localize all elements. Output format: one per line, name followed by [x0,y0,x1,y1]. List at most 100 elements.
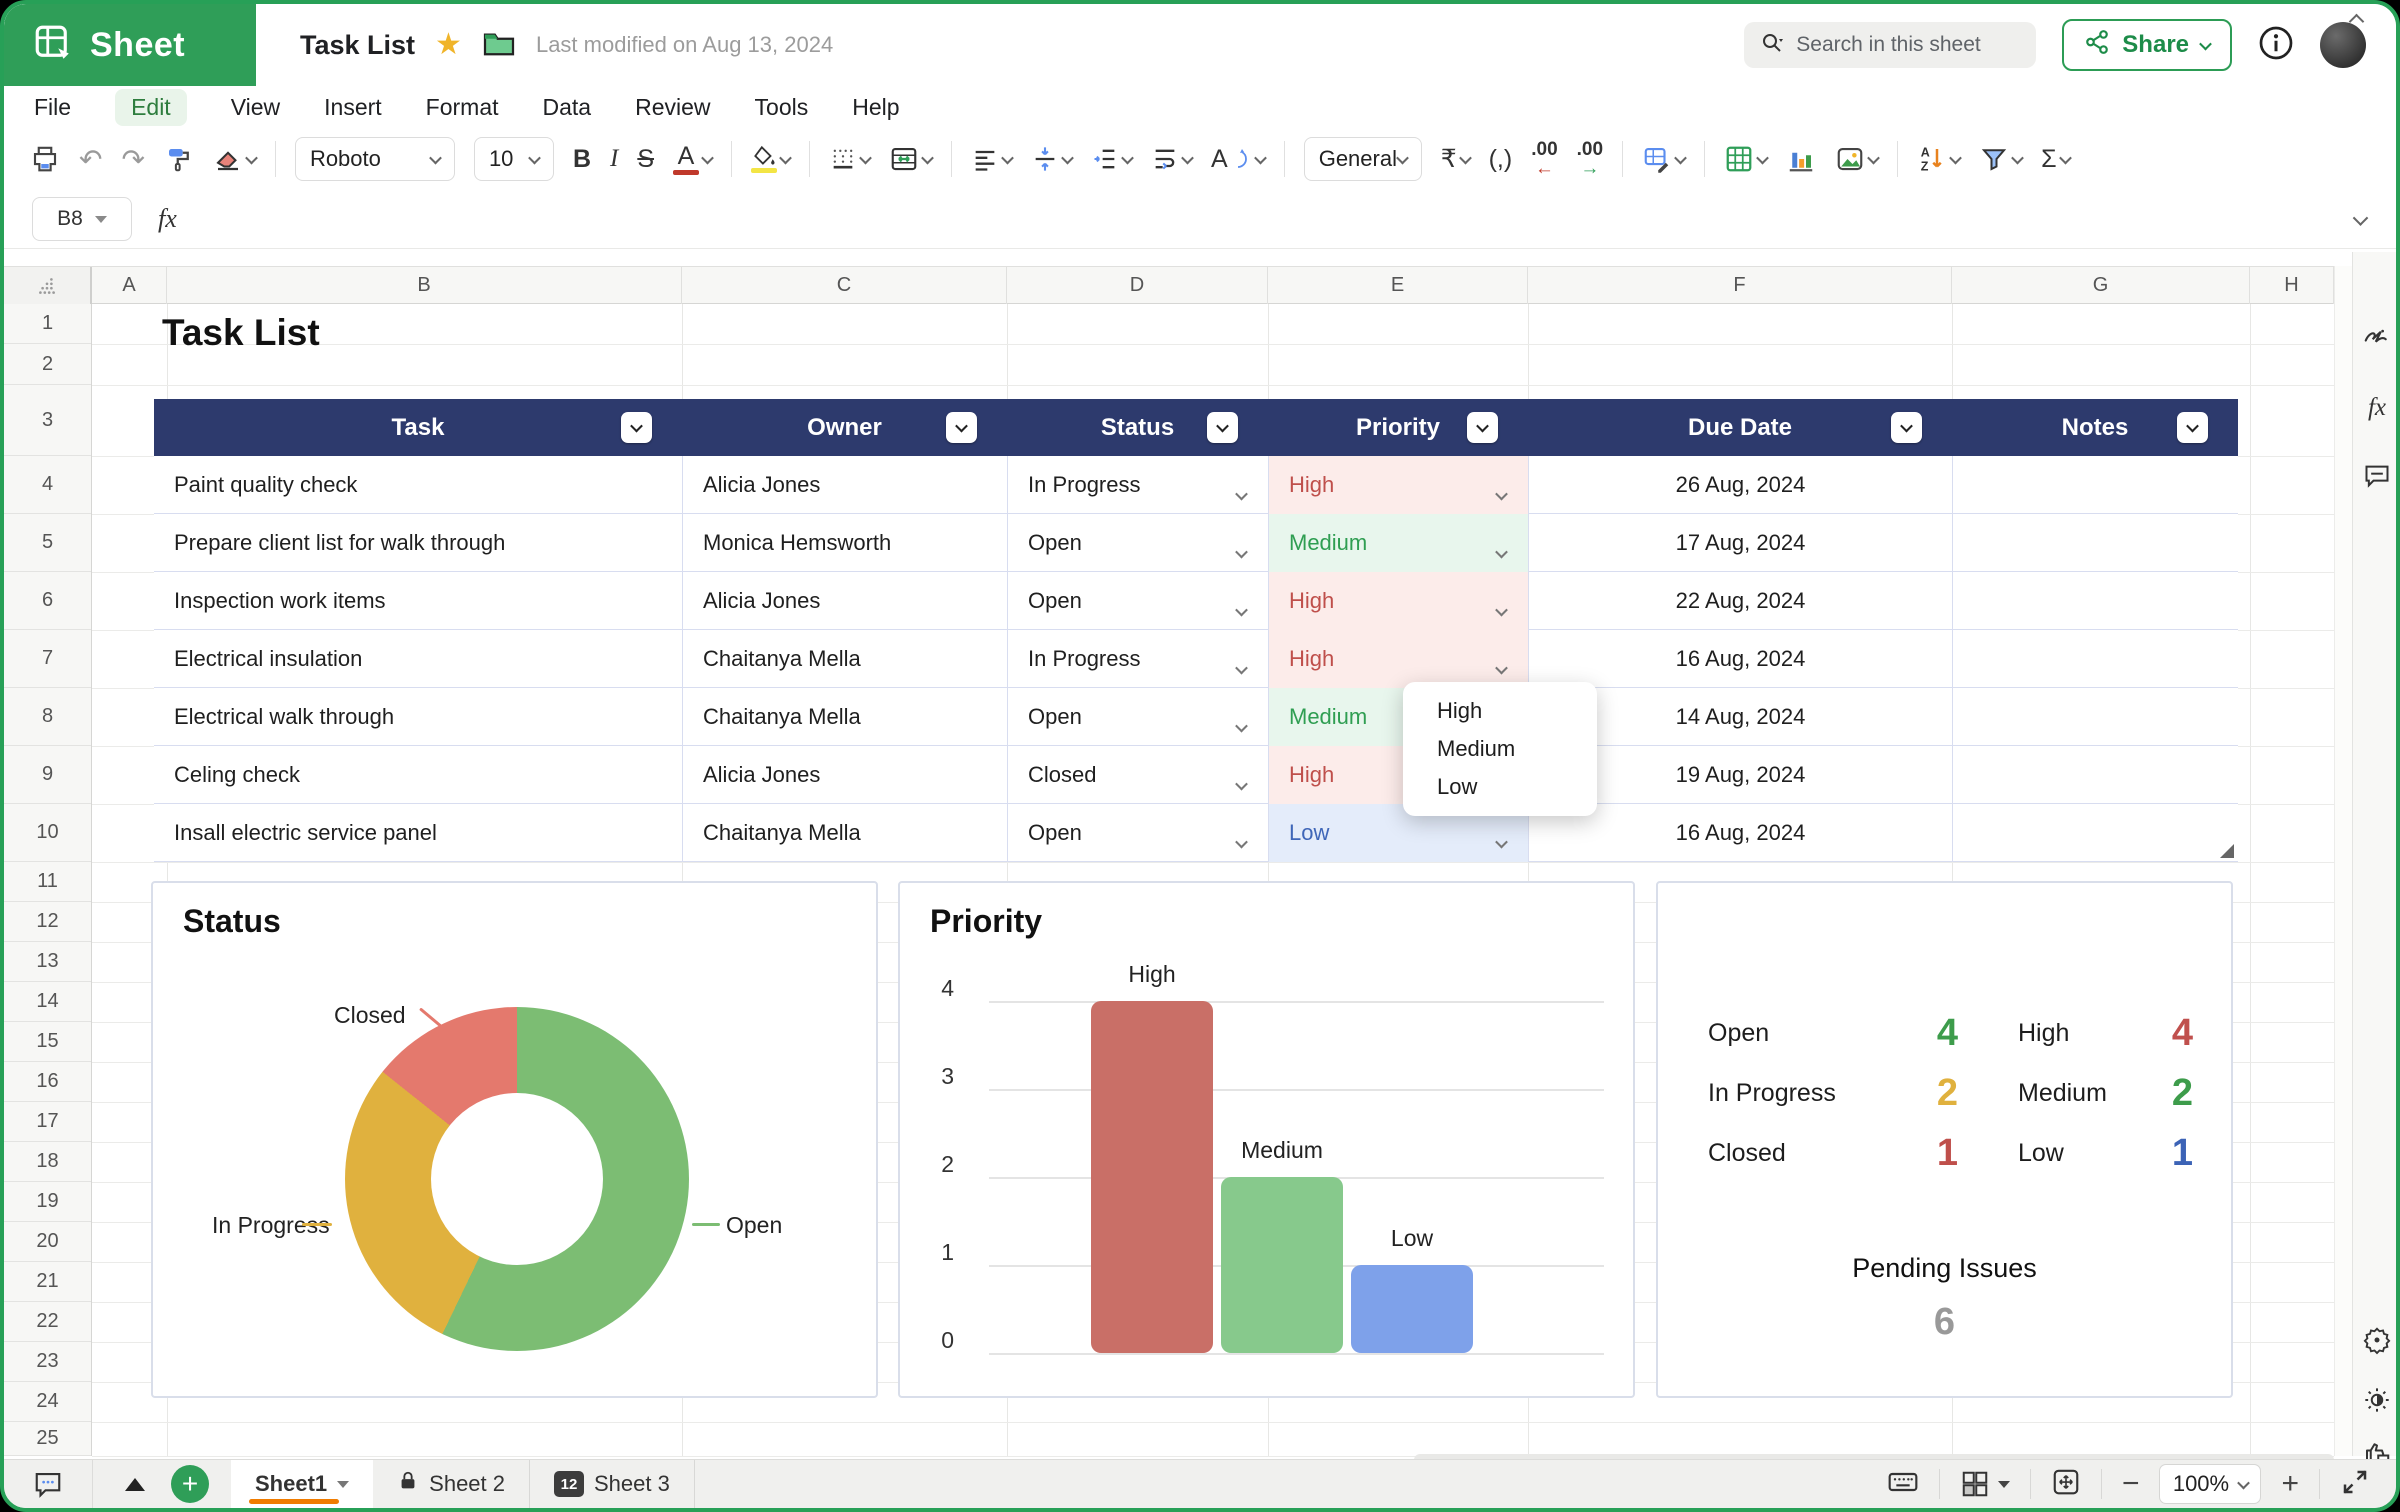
row-header-12[interactable]: 12 [4,902,91,942]
bold-button[interactable]: B [573,145,591,174]
strikethrough-button[interactable]: S [637,145,654,174]
task-cell[interactable]: Insall electric service panel [154,804,682,862]
vertical-scrollbar[interactable] [2334,266,2353,1456]
row-header-7[interactable]: 7 [4,630,91,688]
filter-button[interactable] [1207,412,1238,443]
row-header-13[interactable]: 13 [4,942,91,982]
column-header-D[interactable]: D [1007,267,1268,304]
row-header-16[interactable]: 16 [4,1062,91,1102]
dropdown-chevron-icon[interactable] [1237,770,1246,796]
dropdown-chevron-icon[interactable] [1237,480,1246,506]
sheet-tab-3[interactable]: 12Sheet 3 [530,1460,695,1508]
theme-brightness-icon[interactable] [2361,1384,2393,1416]
row-header-10[interactable]: 10 [4,804,91,862]
priority-cell[interactable]: Medium [1268,514,1528,572]
task-cell[interactable]: Prepare client list for walk through [154,514,682,572]
undo-button[interactable]: ↶ [79,143,102,176]
zia-assistant-icon[interactable] [2361,322,2393,354]
status-cell[interactable]: Closed [1007,746,1268,804]
horizontal-align-button[interactable] [971,145,1012,173]
task-cell[interactable]: Paint quality check [154,456,682,514]
status-cell[interactable]: In Progress [1007,630,1268,688]
owner-cell[interactable]: Alicia Jones [682,746,1007,804]
owner-cell[interactable]: Monica Hemsworth [682,514,1007,572]
row-header-21[interactable]: 21 [4,1262,91,1302]
due-date-cell[interactable]: 26 Aug, 2024 [1528,456,1952,514]
format-painter-button[interactable] [164,144,194,174]
notes-cell[interactable] [1952,804,2238,862]
font-color-button[interactable]: A [673,144,712,175]
task-cell[interactable]: Electrical insulation [154,630,682,688]
print-button[interactable] [30,144,60,174]
search-box[interactable] [1744,22,2036,68]
row-header-17[interactable]: 17 [4,1102,91,1142]
filter-button[interactable] [1891,412,1922,443]
task-cell[interactable]: Inspection work items [154,572,682,630]
row-header-1[interactable]: 1 [4,304,91,344]
merge-cells-button[interactable] [889,144,932,174]
insert-table-button[interactable] [1724,144,1767,174]
owner-cell[interactable]: Chaitanya Mella [682,630,1007,688]
row-header-14[interactable]: 14 [4,982,91,1022]
priority-cell[interactable]: High [1268,572,1528,630]
dropdown-chevron-icon[interactable] [1497,828,1506,854]
status-cell[interactable]: Open [1007,514,1268,572]
notes-cell[interactable] [1952,630,2238,688]
column-header-G[interactable]: G [1952,267,2250,304]
app-logo[interactable]: Sheet [4,4,256,86]
select-all-corner[interactable] [4,267,92,304]
filter-button-toolbar[interactable] [1979,144,2022,174]
document-title[interactable]: Task List [300,30,415,61]
sheet-view-button[interactable] [1960,1469,2010,1499]
column-header-C[interactable]: C [682,267,1007,304]
filter-button[interactable] [946,412,977,443]
insert-chart-button[interactable] [1786,144,1816,174]
conditional-format-button[interactable] [1642,144,1685,174]
font-family-select[interactable]: Roboto [295,137,455,181]
task-cell[interactable]: Celing check [154,746,682,804]
comments-panel-icon[interactable] [2361,460,2393,492]
insert-image-button[interactable] [1835,144,1878,174]
number-format-select[interactable]: General [1304,137,1422,181]
favorite-star-icon[interactable]: ★ [435,30,462,60]
formula-input[interactable] [197,205,2335,233]
filter-button[interactable] [1467,412,1498,443]
column-header-B[interactable]: B [167,267,682,304]
owner-cell[interactable]: Alicia Jones [682,456,1007,514]
filter-button[interactable] [621,412,652,443]
notes-cell[interactable] [1952,572,2238,630]
info-icon[interactable] [2258,25,2294,66]
text-wrap-button[interactable] [1151,145,1192,173]
notes-cell[interactable] [1952,688,2238,746]
decrease-decimal-button[interactable]: .00← [1531,140,1557,178]
row-header-4[interactable]: 4 [4,456,91,514]
menu-item-data[interactable]: Data [543,94,592,121]
search-input[interactable] [1794,32,1998,58]
fullscreen-icon[interactable] [2340,1467,2370,1502]
increase-decimal-button[interactable]: .00→ [1577,140,1603,178]
fill-color-button[interactable] [751,145,790,173]
dropdown-chevron-icon[interactable] [1237,654,1246,680]
notes-cell[interactable] [1952,514,2238,572]
menu-item-file[interactable]: File [34,94,71,121]
chat-button[interactable] [4,1460,93,1508]
dropdown-chevron-icon[interactable] [1237,596,1246,622]
comma-format-button[interactable]: (,) [1489,145,1513,174]
dropdown-chevron-icon[interactable] [1497,538,1506,564]
row-header-24[interactable]: 24 [4,1382,91,1422]
menu-item-help[interactable]: Help [852,94,899,121]
column-header-F[interactable]: F [1528,267,1952,304]
zoom-in-button[interactable]: + [2281,1469,2299,1499]
menu-item-review[interactable]: Review [635,94,710,121]
currency-format-button[interactable]: ₹ [1441,144,1470,174]
menu-item-insert[interactable]: Insert [324,94,382,121]
column-header-A[interactable]: A [92,267,167,304]
sheet-tab-1[interactable]: Sheet1 [231,1460,373,1508]
row-header-8[interactable]: 8 [4,688,91,746]
owner-cell[interactable]: Chaitanya Mella [682,688,1007,746]
dropdown-chevron-icon[interactable] [1497,480,1506,506]
owner-cell[interactable]: Alicia Jones [682,572,1007,630]
filter-button[interactable] [2177,412,2208,443]
status-cell[interactable]: Open [1007,688,1268,746]
row-header-22[interactable]: 22 [4,1302,91,1342]
